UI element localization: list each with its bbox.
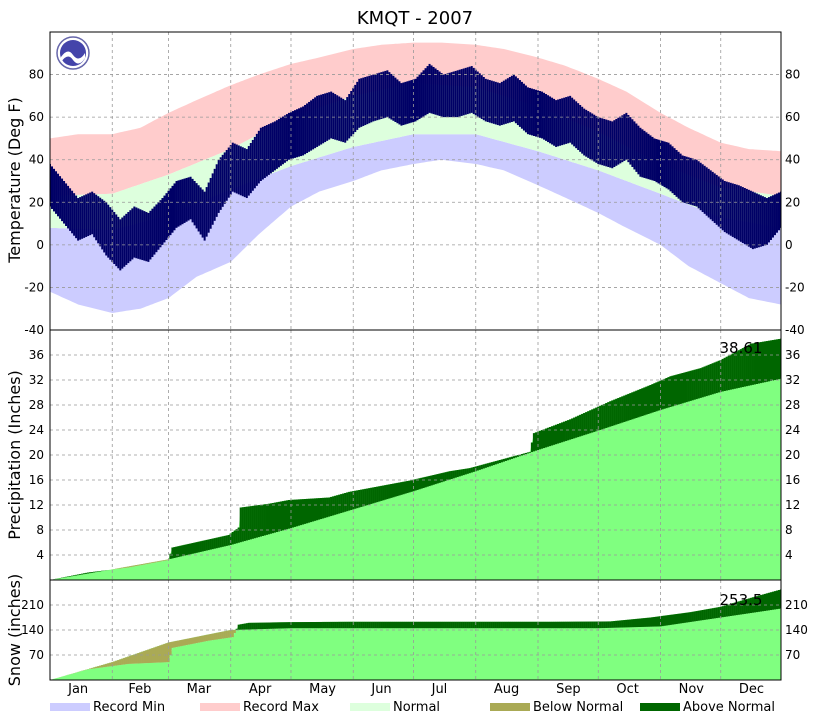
snow-ytick-right: 140 [785, 623, 808, 637]
snow-ytick-right: 210 [785, 598, 808, 612]
snow-ytick-left: 70 [29, 648, 44, 662]
snow-ytick-left: 140 [21, 623, 44, 637]
month-label: Oct [616, 682, 638, 697]
precipitation-ytick-left: 20 [29, 448, 44, 462]
snow-normal-area [50, 608, 781, 680]
snow-above-normal [235, 589, 781, 630]
precipitation-ytick-left: 24 [29, 423, 44, 437]
precipitation-ytick-right: 16 [785, 473, 800, 487]
temperature-ytick-right: 40 [785, 153, 800, 167]
temperature-ytick-left: 0 [36, 238, 44, 252]
snow-axis-label: Snow (inches) [5, 574, 24, 686]
precipitation-ytick-right: 8 [785, 523, 793, 537]
temperature-axis-label: Temperature (Deg F) [5, 97, 24, 264]
month-label: Nov [679, 682, 705, 697]
temperature-ytick-right: 60 [785, 110, 800, 124]
precipitation-ytick-left: 4 [36, 548, 44, 562]
legend-swatch [640, 703, 680, 711]
legend-label: Record Max [243, 700, 319, 715]
legend-swatch [350, 703, 390, 711]
observed-temperature-bars [50, 63, 781, 271]
legend-swatch [200, 703, 240, 711]
month-label: Jun [370, 682, 391, 697]
chart-title: KMQT - 2007 [357, 8, 473, 29]
noaa-logo-icon [56, 36, 90, 70]
month-label: Sep [556, 682, 581, 697]
precipitation-ytick-right: 32 [785, 373, 800, 387]
precipitation-ytick-left: 8 [36, 523, 44, 537]
temperature-panel: -40 -40 -20 -20 0 0 20 20 40 40 60 60 80 80 [24, 31, 805, 337]
temperature-ytick-right: 80 [785, 68, 800, 82]
snow-frame [49, 579, 782, 681]
precipitation-ytick-left: 32 [29, 373, 44, 387]
precipitation-ytick-left: 36 [29, 348, 44, 362]
legend-label: Below Normal [533, 700, 623, 715]
precipitation-ytick-right: 20 [785, 448, 800, 462]
snow-panel: 70 70 140 140 210 210 [21, 579, 808, 681]
legend-label: Above Normal [683, 700, 775, 715]
precipitation-ytick-left: 16 [29, 473, 44, 487]
month-label: Apr [249, 682, 272, 697]
temperature-ytick-left: -40 [24, 323, 44, 337]
legend-swatch [490, 703, 530, 711]
snow-ytick-left: 210 [21, 598, 44, 612]
temperature-ytick-left: 80 [29, 68, 44, 82]
month-label: Jan [67, 682, 88, 697]
temperature-ytick-right: 20 [785, 195, 800, 209]
precipitation-grid [50, 330, 781, 580]
temperature-ytick-left: -20 [24, 280, 44, 294]
precipitation-total-label: 38.61 [720, 339, 763, 357]
precipitation-ytick-left: 12 [29, 498, 44, 512]
temperature-ytick-left: 60 [29, 110, 44, 124]
temperature-ytick-left: 20 [29, 195, 44, 209]
precipitation-above-normal [50, 338, 781, 580]
month-label: Mar [187, 682, 212, 697]
precipitation-ytick-right: 28 [785, 398, 800, 412]
legend-label: Record Min [93, 700, 165, 715]
legend-label: Normal [393, 700, 440, 715]
precipitation-ytick-right: 24 [785, 423, 800, 437]
temperature-ytick-right: 0 [785, 238, 793, 252]
month-label: Jul [431, 682, 448, 697]
snow-total-label: 253.5 [720, 591, 763, 609]
precipitation-ytick-right: 36 [785, 348, 800, 362]
precipitation-ytick-right: 12 [785, 498, 800, 512]
precipitation-ytick-right: 4 [785, 548, 793, 562]
precipitation-panel: 4 4 8 8 12 12 16 16 20 20 24 24 28 28 32 32 36 36 [29, 329, 800, 581]
precipitation-below-normal [109, 559, 170, 570]
precipitation-ytick-left: 28 [29, 398, 44, 412]
month-label: Aug [494, 682, 519, 697]
snow-ytick-right: 70 [785, 648, 800, 662]
temperature-ytick-right: -20 [785, 280, 805, 294]
temperature-ytick-right: -40 [785, 323, 805, 337]
snow-below-normal [50, 629, 236, 680]
precipitation-axis-label: Precipitation (Inches) [5, 370, 24, 540]
month-label: May [309, 682, 336, 697]
month-axis: Jan Feb Mar Apr May Jun Jul Aug Sep Oct Nov Dec [67, 682, 764, 697]
month-label: Dec [739, 682, 764, 697]
month-label: Feb [128, 682, 151, 697]
temperature-ytick-left: 40 [29, 153, 44, 167]
legend: Record Min Record Max Normal Below Normal Ab… [50, 700, 775, 715]
snow-grid [50, 580, 781, 680]
legend-swatch [50, 703, 90, 711]
